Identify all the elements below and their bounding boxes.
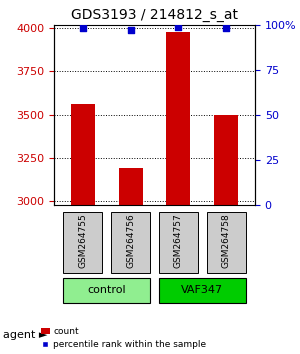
Bar (167, 32, 191, 205)
Text: GSM264758: GSM264758 (222, 213, 231, 268)
Point (80, 25, 85, 31)
Text: agent ►: agent ► (3, 330, 47, 339)
Text: GSM264757: GSM264757 (174, 213, 183, 268)
Text: GSM264756: GSM264756 (126, 213, 135, 268)
Bar (214, 115, 238, 205)
Point (224, 25, 229, 31)
Bar (118, 168, 142, 205)
Title: GDS3193 / 214812_s_at: GDS3193 / 214812_s_at (71, 8, 238, 22)
Legend: count, percentile rank within the sample: count, percentile rank within the sample (40, 327, 206, 349)
Text: GSM264755: GSM264755 (78, 213, 87, 268)
FancyBboxPatch shape (111, 212, 150, 273)
Point (176, 24, 181, 29)
Point (128, 27, 133, 33)
Text: control: control (87, 285, 126, 295)
FancyBboxPatch shape (207, 212, 246, 273)
FancyBboxPatch shape (159, 212, 198, 273)
FancyBboxPatch shape (159, 279, 246, 303)
Text: VAF347: VAF347 (181, 285, 224, 295)
FancyBboxPatch shape (63, 212, 102, 273)
Bar (71, 104, 95, 205)
FancyBboxPatch shape (63, 279, 150, 303)
